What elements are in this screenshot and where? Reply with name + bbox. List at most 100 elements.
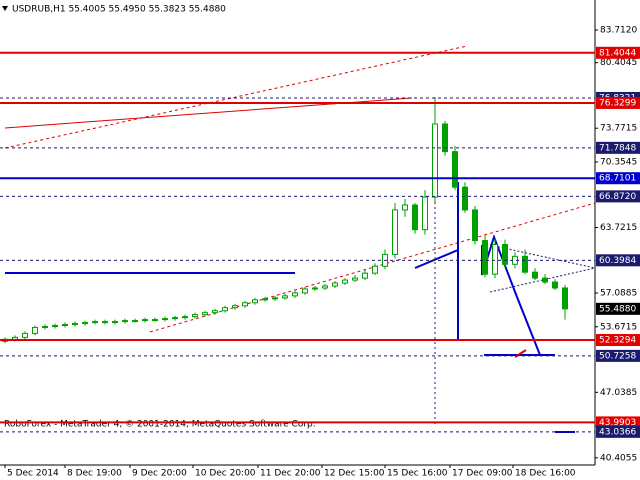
y-tick-label: 47.0385: [600, 388, 637, 398]
level-label-box: [596, 302, 640, 315]
level-label: 55.4880: [599, 304, 636, 314]
level-label: 43.0366: [599, 427, 636, 437]
level-label-box: [596, 334, 640, 347]
level-label: 71.7848: [599, 143, 636, 153]
level-label-box: [596, 190, 640, 203]
candle-body: [262, 298, 268, 301]
y-tick-label: 40.4055: [600, 453, 637, 463]
level-label-box: [596, 349, 640, 362]
candle-body: [102, 321, 108, 324]
y-tick-label: 70.3545: [600, 157, 637, 167]
y-tick-label: 80.4045: [600, 58, 637, 68]
level-label-box: [596, 172, 640, 185]
candle-body: [442, 123, 448, 153]
x-tick-label: 10 Dec 20:00: [195, 469, 256, 479]
x-tick-label: 18 Dec 16:00: [515, 469, 576, 479]
candle-body: [212, 310, 218, 314]
candle-body: [132, 320, 138, 323]
candle-body: [322, 285, 328, 289]
x-tick-label: 11 Dec 20:00: [260, 469, 321, 479]
candle-body: [252, 299, 258, 304]
candle-body: [482, 240, 488, 275]
candle-body: [182, 316, 188, 319]
level-label: 60.3984: [599, 256, 636, 266]
y-tick-label: 83.7120: [600, 26, 637, 36]
level-label: 52.3294: [599, 336, 636, 346]
candle-body: [192, 314, 198, 318]
candle-body: [522, 255, 528, 273]
trend-lines: [4, 45, 596, 433]
trend-line: [4, 45, 468, 149]
candle-body: [302, 288, 308, 294]
candle-body: [332, 282, 338, 287]
level-label-box: [596, 96, 640, 109]
candle-body: [392, 209, 398, 255]
level-label-box: [596, 46, 640, 59]
candle-body: [22, 332, 28, 338]
candle-body: [82, 322, 88, 325]
level-label: 76.3299: [599, 98, 636, 108]
chart-title: USDRUB,H1 55.4005 55.4950 55.3823 55.488…: [12, 5, 226, 15]
candle-body: [52, 325, 58, 328]
candle-body: [562, 287, 568, 310]
candle-body: [122, 320, 128, 323]
candle-body: [142, 319, 148, 322]
candle-body: [112, 321, 118, 324]
candle-body: [92, 321, 98, 324]
level-label: 81.4044: [599, 48, 636, 58]
candle-body: [402, 204, 408, 211]
candle-body: [362, 272, 368, 279]
y-tick-label: 73.7715: [600, 124, 637, 134]
candle-body: [202, 312, 208, 316]
y-tick-label: 57.0885: [600, 289, 637, 299]
candle-body: [432, 123, 438, 198]
y-tick-label: 63.7215: [600, 223, 637, 233]
x-tick-label: 9 Dec 20:00: [132, 469, 187, 479]
level-label: 68.7101: [599, 174, 636, 184]
candle-body: [172, 317, 178, 320]
candle-body: [162, 318, 168, 321]
candle-body: [152, 319, 158, 322]
candle-body: [502, 244, 508, 265]
candle-body: [472, 209, 478, 242]
candle-body: [272, 297, 278, 300]
candle-body: [292, 292, 298, 297]
candle-body: [222, 307, 228, 312]
y-tick-label: 53.6715: [600, 322, 637, 332]
candle-body: [542, 277, 548, 283]
candle-body: [372, 265, 378, 274]
candle-body: [532, 271, 538, 279]
level-label: 66.8720: [599, 192, 636, 202]
candle-body: [552, 281, 558, 289]
candle-body: [342, 279, 348, 284]
candle-body: [412, 204, 418, 231]
x-tick-label: 12 Dec 15:00: [324, 469, 385, 479]
x-tick-label: 8 Dec 19:00: [67, 469, 122, 479]
candle-body: [72, 323, 78, 326]
watermark: RoboForex - MetaTrader 4, © 2001-2014, M…: [4, 420, 316, 430]
trend-line: [149, 202, 596, 333]
candle-body: [62, 324, 68, 327]
candle-body: [462, 186, 468, 211]
candle-body: [32, 326, 38, 334]
level-label-box: [596, 141, 640, 154]
level-label-box: [596, 416, 640, 429]
title-icon: [2, 6, 8, 11]
level-label: 43.9903: [599, 418, 636, 428]
x-tick-label: 5 Dec 2014: [7, 469, 59, 479]
candle-body: [492, 244, 498, 275]
x-tick-label: 17 Dec 09:00: [452, 469, 513, 479]
candle-body: [282, 295, 288, 299]
level-label-box: [596, 254, 640, 267]
candle-body: [312, 287, 318, 290]
wave-line: [414, 182, 459, 340]
candle-body: [352, 277, 358, 281]
candle-body: [452, 151, 458, 188]
level-label: 50.7258: [599, 351, 636, 361]
candle-body: [42, 325, 48, 328]
candle-body: [422, 196, 428, 231]
candle-body: [232, 305, 238, 309]
x-tick-label: 15 Dec 16:00: [387, 469, 448, 479]
